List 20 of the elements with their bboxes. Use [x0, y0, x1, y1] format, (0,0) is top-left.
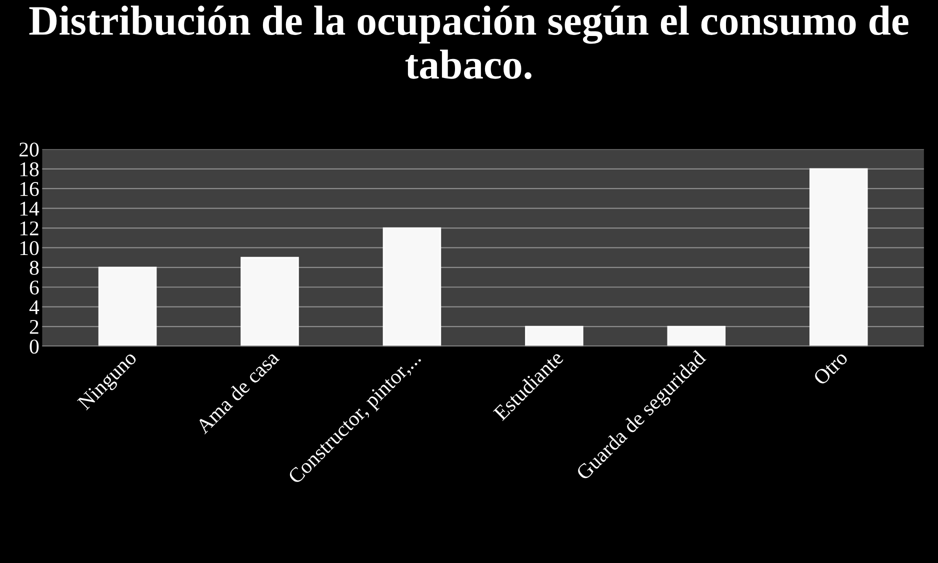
bar: [809, 168, 868, 346]
y-tick-label: 16: [20, 182, 39, 196]
y-tick-label: 8: [30, 260, 39, 275]
x-tick-label: Ama de casa: [194, 349, 280, 435]
y-tick-label: 2: [30, 320, 38, 334]
chart-title: Distribución de la ocupación según el consumo de tabaco.: [29, 6, 908, 80]
bar: [240, 256, 299, 346]
y-tick-label: 6: [30, 280, 39, 295]
bar: [525, 326, 584, 346]
y-tick-label: 20: [20, 142, 39, 157]
y-tick-label: 12: [20, 221, 38, 236]
y-tick-label: 0: [30, 340, 39, 354]
y-tick-label: 18: [20, 162, 39, 176]
y-tick-label: 14: [20, 202, 40, 216]
y-tick-label: 4: [29, 300, 40, 314]
bar: [667, 326, 726, 346]
bar: [382, 227, 442, 346]
y-tick-label: 10: [20, 241, 39, 256]
bar: [98, 266, 157, 346]
x-tick-label: Otro: [812, 350, 848, 386]
